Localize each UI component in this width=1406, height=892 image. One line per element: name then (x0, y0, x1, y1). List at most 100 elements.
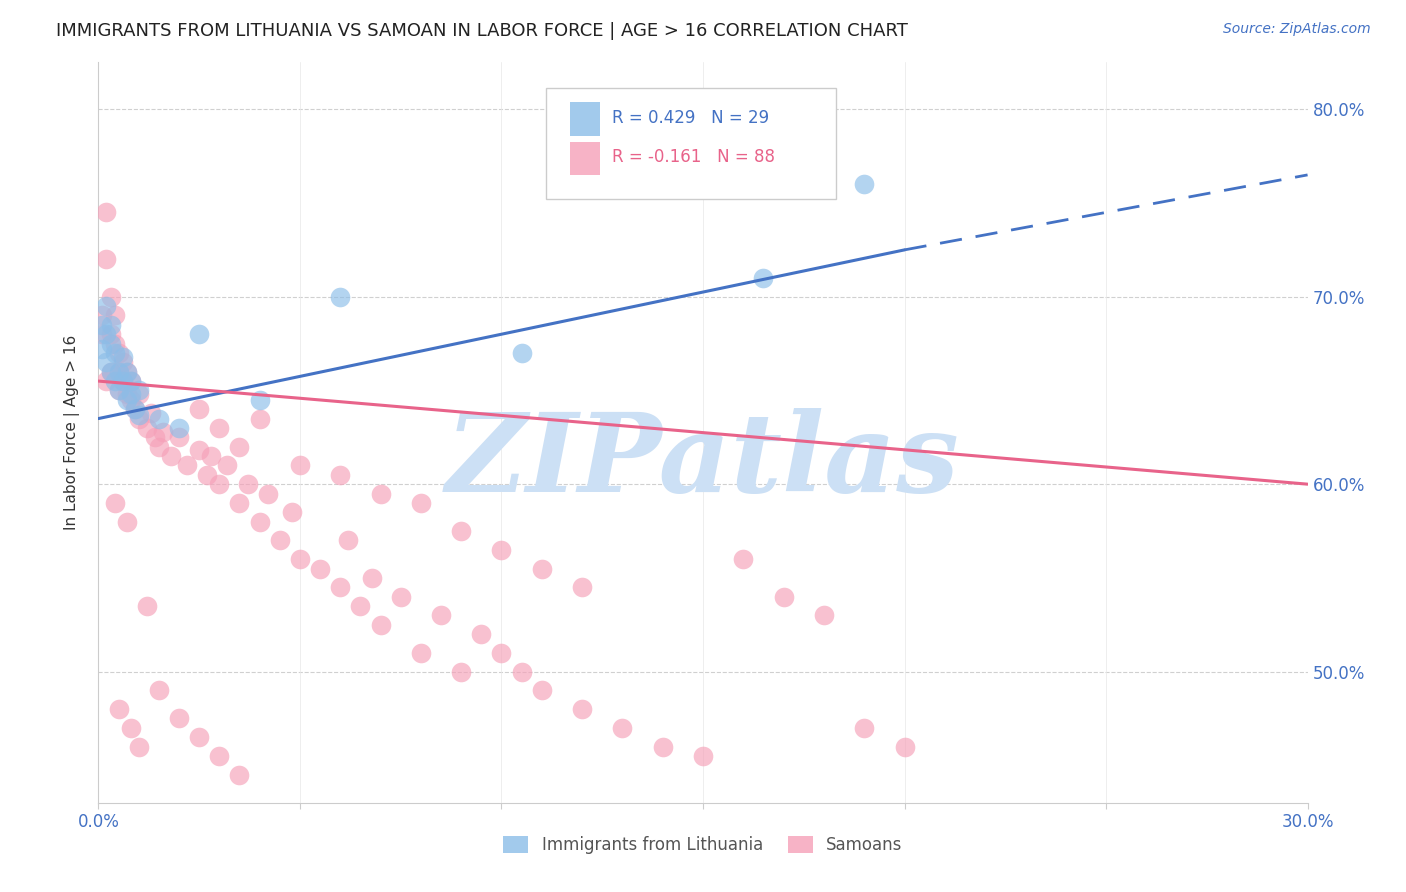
Point (571, 580, 593, 594)
Point (228, 440, 250, 454)
Point (100, 327, 122, 342)
Point (96, 205, 118, 219)
Point (195, 467, 218, 482)
Point (269, 533, 291, 548)
Point (115, 365, 138, 379)
Point (96, 355, 118, 369)
Point (752, 271, 775, 285)
Point (249, 515, 271, 529)
Point (128, 408, 150, 422)
Point (228, 767, 250, 781)
Point (111, 374, 134, 388)
Point (167, 711, 190, 725)
Point (612, 721, 634, 735)
Point (148, 440, 170, 454)
Point (96, 252, 118, 267)
Point (188, 443, 211, 458)
Point (124, 402, 146, 417)
Point (100, 365, 122, 379)
Point (430, 608, 453, 623)
Point (128, 411, 150, 425)
Point (148, 411, 170, 425)
Legend: Immigrants from Lithuania, Samoans: Immigrants from Lithuania, Samoans (496, 830, 910, 861)
Point (571, 702, 593, 716)
Point (409, 496, 432, 510)
Point (450, 524, 472, 538)
Point (143, 430, 166, 444)
Point (128, 387, 150, 401)
Point (111, 355, 134, 369)
Point (100, 365, 122, 379)
Point (103, 336, 125, 351)
Point (733, 552, 755, 566)
Point (176, 458, 198, 473)
Point (228, 496, 250, 510)
Point (450, 665, 472, 679)
Point (100, 290, 122, 304)
Point (249, 411, 271, 425)
Point (651, 739, 673, 754)
Point (370, 486, 392, 500)
Point (361, 571, 384, 585)
Point (329, 290, 352, 304)
Bar (569, 142, 600, 175)
Point (115, 392, 138, 407)
Point (288, 552, 311, 566)
Point (91, 327, 114, 342)
Point (103, 496, 125, 510)
Point (208, 477, 231, 491)
Point (409, 646, 432, 660)
Point (329, 580, 352, 594)
FancyBboxPatch shape (546, 88, 837, 200)
Text: ZIPatlas: ZIPatlas (446, 409, 960, 516)
Point (853, 178, 876, 192)
Point (813, 608, 835, 623)
Point (309, 561, 332, 575)
Point (111, 350, 134, 364)
Point (281, 505, 304, 519)
Point (100, 336, 122, 351)
Point (103, 374, 125, 388)
Point (148, 683, 170, 698)
Point (491, 646, 513, 660)
Point (91, 342, 114, 356)
Point (107, 384, 129, 398)
Point (370, 617, 392, 632)
Point (329, 467, 352, 482)
Point (107, 702, 129, 716)
Point (96, 327, 118, 342)
Point (249, 392, 271, 407)
Point (236, 477, 259, 491)
Point (124, 402, 146, 417)
Point (188, 730, 211, 744)
Point (128, 384, 150, 398)
Point (349, 599, 371, 613)
Point (107, 346, 129, 360)
Point (510, 665, 533, 679)
Point (510, 346, 533, 360)
Text: R = -0.161   N = 88: R = -0.161 N = 88 (613, 148, 775, 166)
Point (103, 309, 125, 323)
Text: IMMIGRANTS FROM LITHUANIA VS SAMOAN IN LABOR FORCE | AGE > 16 CORRELATION CHART: IMMIGRANTS FROM LITHUANIA VS SAMOAN IN L… (56, 22, 908, 40)
Point (167, 430, 190, 444)
Point (107, 384, 129, 398)
Point (100, 318, 122, 332)
Point (111, 374, 134, 388)
Point (107, 365, 129, 379)
Point (208, 421, 231, 435)
Bar (569, 103, 600, 136)
Text: Source: ZipAtlas.com: Source: ZipAtlas.com (1223, 22, 1371, 37)
Point (135, 421, 157, 435)
Point (96, 299, 118, 313)
Point (107, 365, 129, 379)
Point (188, 327, 211, 342)
Point (337, 533, 360, 548)
Point (120, 387, 142, 401)
Point (530, 561, 553, 575)
Point (491, 542, 513, 557)
Point (200, 449, 222, 463)
Y-axis label: In Labor Force | Age > 16: In Labor Force | Age > 16 (63, 335, 80, 530)
Point (160, 449, 183, 463)
Point (853, 721, 876, 735)
Point (208, 748, 231, 763)
